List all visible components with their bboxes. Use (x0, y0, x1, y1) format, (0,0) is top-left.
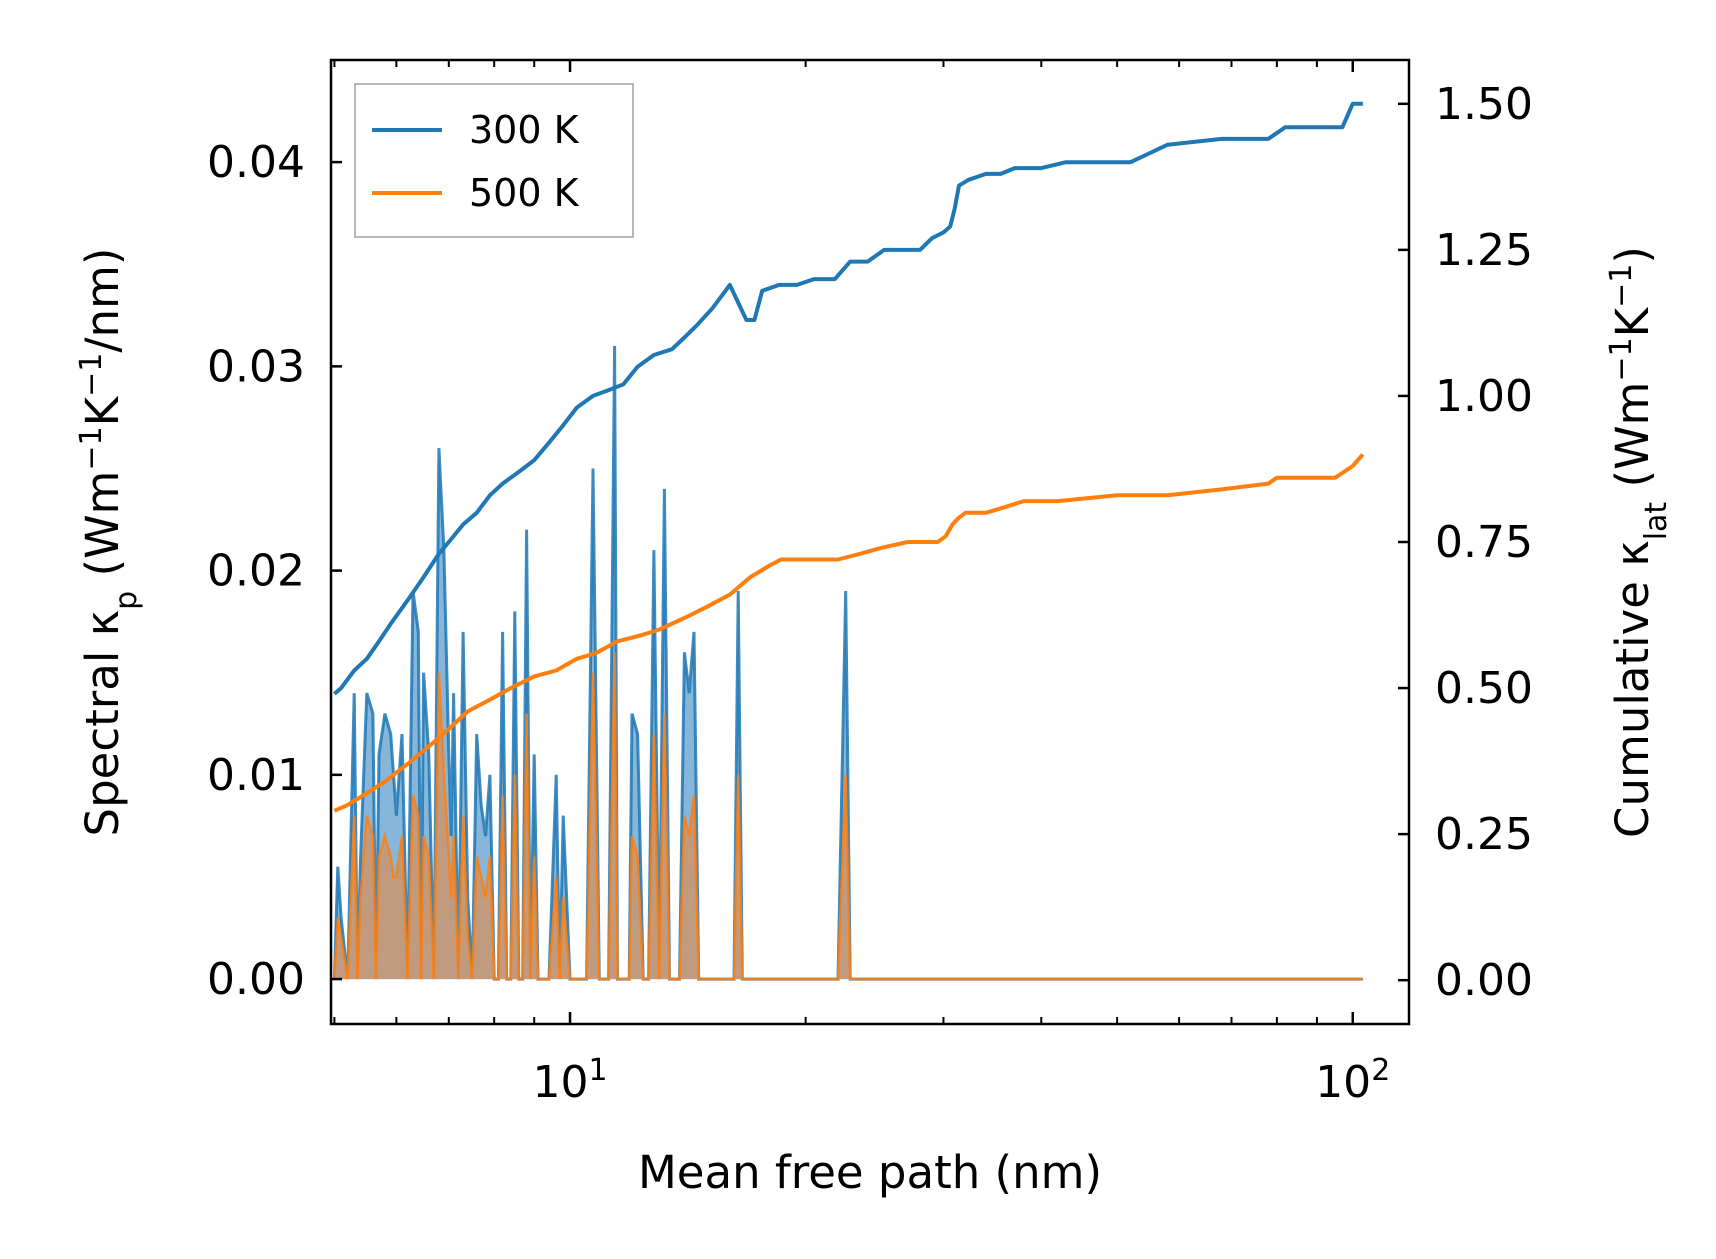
y-tick-label-left: 0.03 (207, 341, 305, 392)
y-tick-label-right: 1.25 (1435, 225, 1533, 276)
y-tick-label-left: 0.01 (207, 750, 305, 801)
cumulative-line-500k (333, 453, 1365, 813)
cumulative-line-300k (333, 101, 1363, 696)
y-tick-label-right: 1.50 (1435, 79, 1533, 130)
y-tick-label-right: 1.00 (1435, 371, 1533, 422)
x-tick-label: 102 (1315, 1053, 1390, 1109)
axis-ticks: 0.00 0.01 0.02 0.03 0.04 0.00 0.25 0.50 0.75 1.00… (207, 60, 1533, 1108)
y-tick-label-left: 0.02 (207, 546, 305, 597)
y-tick-label-right: 0.25 (1435, 809, 1533, 860)
spectral-line-500k (333, 652, 1363, 981)
spectral-area-500k (334, 652, 1363, 980)
y-tick-label-left: 0.04 (207, 137, 305, 188)
legend-label-300k: 300 K (469, 108, 580, 152)
legend-box (354, 83, 634, 238)
y-axis-label-right: Cumulative κlat (Wm−1K−1) (1604, 246, 1674, 838)
y-tick-label-right: 0.75 (1435, 517, 1533, 568)
y-axis-label-left: Spectral κp (Wm−1K−1/nm) (74, 248, 144, 837)
y-tick-label-right: 0.50 (1435, 663, 1533, 714)
x-tick-label: 101 (532, 1053, 607, 1109)
legend: 300 K 500 K (354, 83, 634, 238)
x-axis-label: Mean free path (nm) (638, 1146, 1102, 1199)
plot-area (332, 101, 1365, 981)
y-tick-label-right: 0.00 (1435, 955, 1533, 1006)
y-tick-label-left: 0.00 (207, 954, 305, 1005)
legend-label-500k: 500 K (469, 171, 580, 215)
